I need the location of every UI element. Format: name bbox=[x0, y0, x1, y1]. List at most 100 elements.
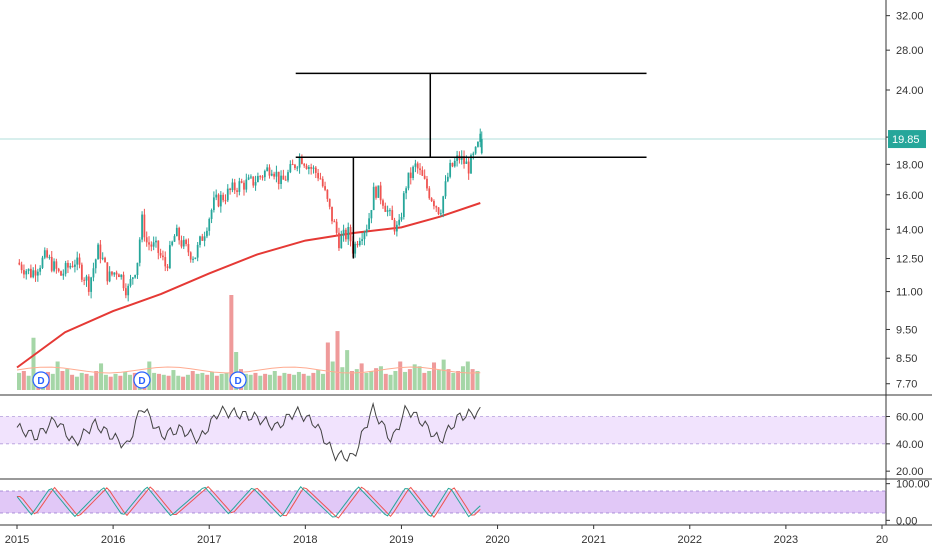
volume-bar bbox=[451, 372, 456, 390]
price-axis[interactable]: 32.00 28.00 24.00 20.00 18.00 16.00 14.00 12.50… bbox=[886, 11, 930, 528]
volume-bar bbox=[465, 361, 470, 390]
price-tick-label: 32.00 bbox=[896, 11, 924, 23]
volume-bar bbox=[412, 364, 417, 390]
candle-body bbox=[449, 162, 452, 177]
candle-body bbox=[273, 173, 276, 177]
candle-body bbox=[224, 200, 227, 202]
volume-bar bbox=[383, 373, 388, 390]
candle-body bbox=[400, 217, 403, 220]
volume-bar bbox=[388, 374, 393, 390]
candle-body bbox=[250, 176, 252, 178]
candle-body bbox=[127, 285, 130, 296]
candle-body bbox=[470, 155, 472, 174]
candle-body bbox=[104, 257, 106, 263]
candle-body bbox=[298, 156, 301, 168]
candle-body bbox=[342, 229, 345, 236]
candle-body bbox=[347, 227, 350, 240]
price-tick-label: 28.00 bbox=[896, 45, 924, 57]
volume-bar bbox=[378, 366, 383, 390]
candle-body bbox=[474, 146, 477, 154]
candle-body bbox=[115, 272, 118, 275]
candle-body bbox=[256, 176, 259, 183]
candle-body bbox=[395, 224, 398, 232]
candle-body bbox=[365, 229, 368, 233]
candle-body bbox=[245, 179, 248, 190]
candle-body bbox=[289, 164, 292, 173]
candlesticks bbox=[18, 128, 483, 302]
candle-body bbox=[275, 171, 278, 177]
candle-body bbox=[326, 189, 329, 199]
candle-body bbox=[296, 167, 299, 169]
candle-body bbox=[333, 221, 336, 223]
candle-body bbox=[97, 244, 99, 260]
candle-body bbox=[377, 185, 380, 198]
dividend-marker-label: D bbox=[234, 376, 241, 387]
candle-body bbox=[379, 185, 382, 201]
dividend-marker[interactable]: D bbox=[229, 371, 247, 389]
candle-body bbox=[187, 244, 190, 253]
volume-bar bbox=[277, 375, 282, 390]
candle-body bbox=[90, 277, 93, 292]
candle-body bbox=[416, 163, 419, 169]
candle-body bbox=[201, 236, 204, 241]
candle-body bbox=[171, 241, 174, 246]
candle-body bbox=[335, 221, 338, 233]
candle-body bbox=[208, 218, 211, 231]
stochastic-tick-label: 0.00 bbox=[896, 515, 917, 527]
candle-body bbox=[409, 172, 412, 179]
volume-average-line bbox=[16, 366, 481, 374]
volume-bar bbox=[359, 363, 364, 390]
volume-bar bbox=[311, 372, 316, 390]
candle-body bbox=[282, 175, 285, 180]
volume-bar bbox=[152, 372, 157, 390]
rsi-tick-label: 20.00 bbox=[896, 466, 924, 478]
volume-bar bbox=[470, 369, 475, 390]
volume-bar bbox=[272, 371, 277, 390]
volume-bar bbox=[253, 372, 258, 390]
candle-body bbox=[120, 274, 123, 278]
price-tick-label: 8.50 bbox=[896, 353, 917, 365]
volume-bar bbox=[171, 370, 176, 390]
candle-body bbox=[203, 236, 206, 241]
candle-body bbox=[238, 181, 241, 192]
volume-bar bbox=[60, 371, 65, 390]
candle-body bbox=[222, 194, 225, 201]
candle-body bbox=[456, 155, 458, 161]
time-tick-label: 20 bbox=[876, 534, 888, 546]
time-axis[interactable]: 2015 2016 2017 2018 2019 2020 2021 2022 2023 20 bbox=[5, 525, 888, 546]
candle-body bbox=[159, 252, 162, 256]
candle-body bbox=[426, 178, 428, 189]
volume-bar bbox=[296, 371, 301, 390]
candle-body bbox=[175, 227, 178, 237]
candle-body bbox=[479, 133, 482, 143]
candle-body bbox=[131, 277, 134, 279]
candle-body bbox=[361, 239, 364, 241]
dividend-marker[interactable]: D bbox=[32, 371, 50, 389]
candle-body bbox=[384, 205, 387, 212]
volume-bar bbox=[70, 374, 75, 390]
dividend-marker[interactable]: D bbox=[133, 371, 151, 389]
candle-body bbox=[69, 265, 72, 268]
volume-bar bbox=[301, 373, 306, 390]
candle-body bbox=[294, 164, 296, 169]
candle-body bbox=[206, 230, 208, 237]
volume-bar bbox=[248, 374, 253, 390]
rsi-band bbox=[0, 416, 886, 444]
candle-body bbox=[57, 268, 60, 272]
ma200-line bbox=[16, 202, 481, 369]
time-tick-label: 2015 bbox=[5, 534, 29, 546]
candle-body bbox=[446, 176, 449, 182]
candle-body bbox=[157, 240, 160, 253]
candle-body bbox=[185, 239, 187, 245]
candle-body bbox=[310, 167, 313, 169]
candle-body bbox=[180, 240, 183, 247]
volume-bar bbox=[446, 369, 451, 390]
volume-bar bbox=[369, 371, 374, 390]
drawing-annotations[interactable] bbox=[295, 72, 647, 259]
candle-body bbox=[145, 237, 148, 243]
volume-bar bbox=[306, 375, 311, 390]
candle-body bbox=[85, 276, 88, 281]
